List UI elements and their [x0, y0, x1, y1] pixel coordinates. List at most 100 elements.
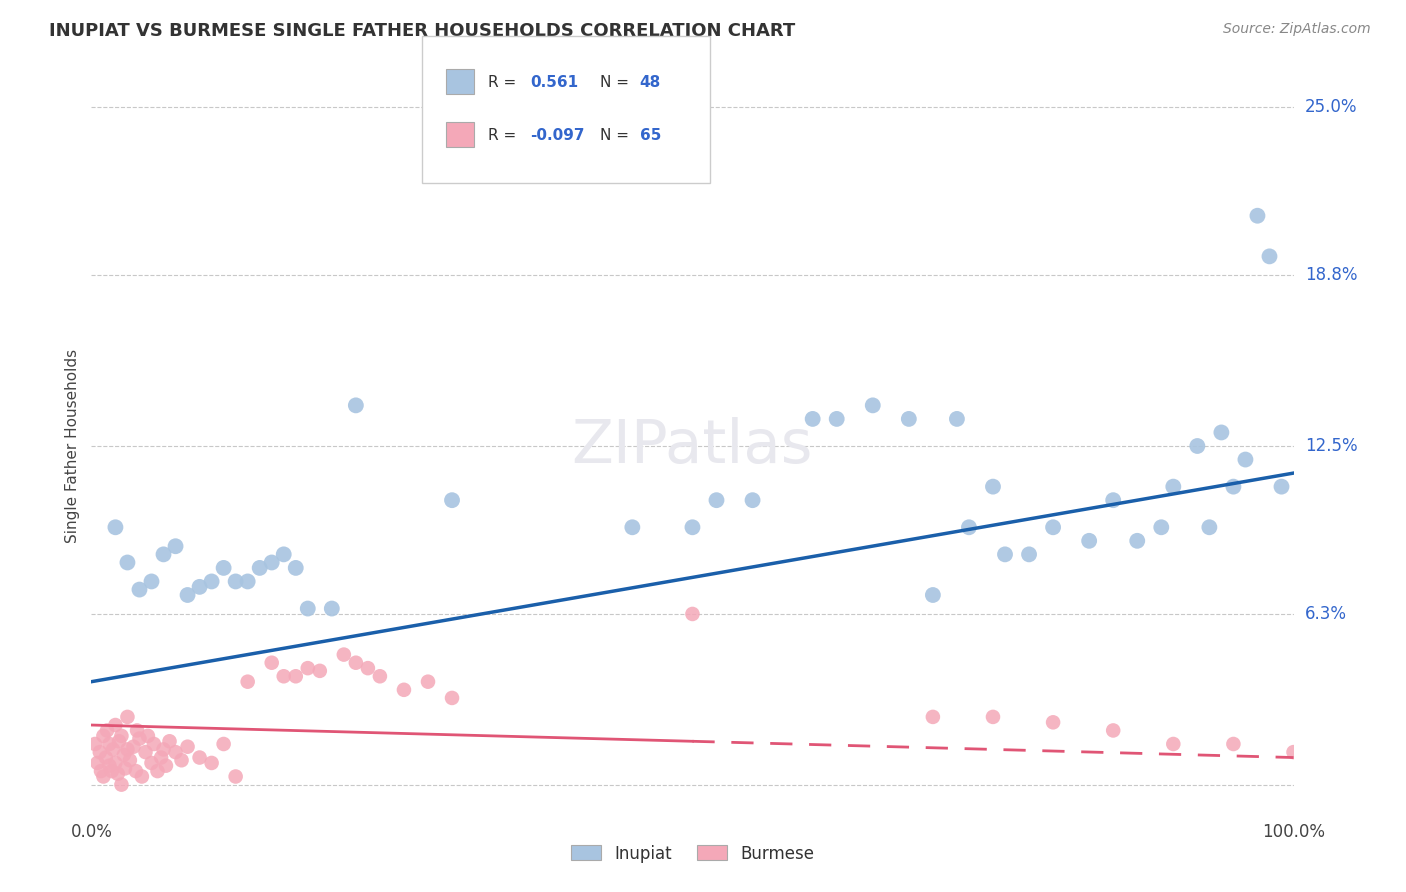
Point: [150, 750, 173, 764]
Point: [104, 520, 127, 534]
Point: [1246, 209, 1268, 223]
Point: [741, 493, 763, 508]
Point: [260, 556, 283, 570]
Point: [141, 756, 163, 770]
Point: [104, 718, 127, 732]
Point: [440, 690, 463, 705]
Point: [117, 556, 139, 570]
Point: [104, 756, 127, 770]
Point: [922, 588, 945, 602]
Point: [131, 770, 153, 784]
Text: 25.0%: 25.0%: [1305, 98, 1357, 116]
Point: [212, 737, 235, 751]
Point: [1042, 715, 1064, 730]
Point: [146, 764, 169, 778]
Point: [114, 761, 136, 775]
Point: [706, 493, 728, 508]
Text: N =: N =: [600, 128, 630, 143]
Point: [1126, 533, 1149, 548]
Point: [284, 561, 307, 575]
Point: [273, 669, 295, 683]
Point: [134, 745, 156, 759]
Point: [273, 547, 295, 561]
Point: [90, 764, 112, 778]
Point: [1150, 520, 1173, 534]
Text: 12.5%: 12.5%: [1305, 437, 1357, 455]
Text: -0.097: -0.097: [530, 128, 585, 143]
Point: [1078, 533, 1101, 548]
Point: [212, 561, 235, 575]
Text: ZIPatlas: ZIPatlas: [572, 417, 813, 475]
Point: [801, 412, 824, 426]
Point: [122, 739, 145, 754]
Y-axis label: Single Father Households: Single Father Households: [65, 349, 80, 543]
Point: [308, 664, 330, 678]
Point: [440, 493, 463, 508]
Point: [110, 729, 132, 743]
Point: [165, 745, 187, 759]
Point: [142, 737, 165, 751]
Point: [107, 766, 129, 780]
Point: [89, 745, 111, 759]
Point: [1102, 493, 1125, 508]
Point: [188, 750, 211, 764]
Point: [1018, 547, 1040, 561]
Point: [86, 756, 108, 770]
Point: [344, 656, 367, 670]
Point: [110, 778, 132, 792]
Point: [176, 739, 198, 754]
Point: [1187, 439, 1209, 453]
Point: [344, 398, 367, 412]
Point: [297, 661, 319, 675]
Point: [200, 756, 222, 770]
Point: [392, 682, 415, 697]
Point: [159, 734, 181, 748]
Point: [225, 574, 247, 589]
Point: [1102, 723, 1125, 738]
Point: [297, 601, 319, 615]
Text: 0.561: 0.561: [530, 75, 578, 89]
Point: [1222, 737, 1244, 751]
Point: [284, 669, 307, 683]
Point: [321, 601, 343, 615]
Point: [84, 737, 107, 751]
Point: [98, 758, 121, 772]
Text: 48: 48: [640, 75, 661, 89]
Point: [1234, 452, 1257, 467]
Point: [333, 648, 356, 662]
Point: [922, 710, 945, 724]
Point: [249, 561, 271, 575]
Point: [112, 747, 135, 762]
Point: [152, 742, 174, 756]
Text: 6.3%: 6.3%: [1305, 605, 1347, 623]
Point: [94, 750, 117, 764]
Point: [621, 520, 644, 534]
Text: 18.8%: 18.8%: [1305, 267, 1357, 285]
Point: [357, 661, 380, 675]
Point: [200, 574, 222, 589]
Point: [1270, 480, 1292, 494]
Point: [1222, 480, 1244, 494]
Point: [825, 412, 848, 426]
Point: [176, 588, 198, 602]
Point: [117, 710, 139, 724]
Point: [128, 582, 150, 597]
Point: [101, 764, 124, 778]
Point: [118, 753, 141, 767]
Point: [681, 520, 703, 534]
Point: [1161, 480, 1184, 494]
Text: R =: R =: [488, 128, 516, 143]
Point: [368, 669, 391, 683]
Point: [1161, 737, 1184, 751]
Point: [981, 480, 1004, 494]
Point: [141, 574, 163, 589]
Point: [98, 737, 121, 751]
Point: [128, 731, 150, 746]
Point: [260, 656, 283, 670]
Point: [125, 764, 148, 778]
Point: [1198, 520, 1220, 534]
Text: Source: ZipAtlas.com: Source: ZipAtlas.com: [1223, 22, 1371, 37]
Point: [136, 729, 159, 743]
Point: [1211, 425, 1233, 440]
Point: [416, 674, 439, 689]
